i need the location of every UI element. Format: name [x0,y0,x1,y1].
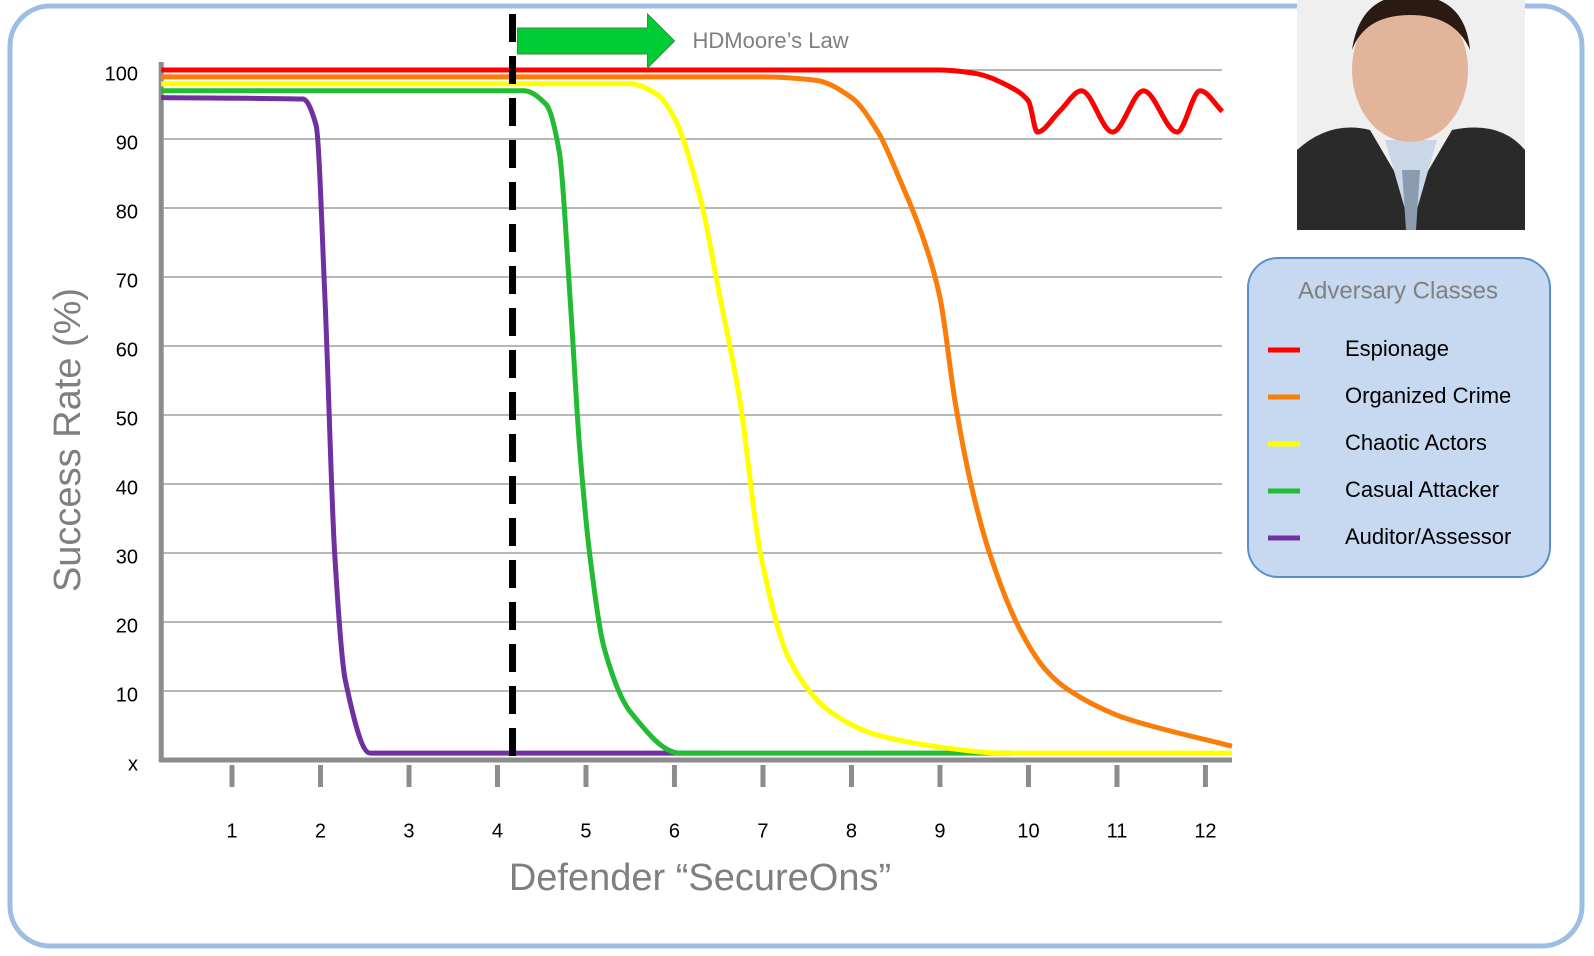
y-tick-label: 80 [116,201,138,223]
x-tick-label: 6 [669,820,680,842]
legend-label: Chaotic Actors [1345,430,1487,455]
y-tick-label: 50 [116,408,138,430]
y-axis-title: Success Rate (%) [47,288,89,592]
x-tick-label: 9 [934,820,945,842]
y-tick-label: 10 [116,684,138,706]
legend-label: Espionage [1345,336,1449,361]
x-tick-label: 2 [315,820,326,842]
y-tick-label: 40 [116,477,138,499]
x-tick-label: 12 [1194,820,1216,842]
y-tick-label: 90 [116,132,138,154]
legend-label: Organized Crime [1345,383,1511,408]
legend-label: Auditor/Assessor [1345,524,1511,549]
y-tick-label: 60 [116,339,138,361]
y-tick-label: x [128,753,138,775]
legend-title: Adversary Classes [1298,277,1498,304]
x-tick-label: 4 [492,820,503,842]
x-tick-label: 1 [226,820,237,842]
annotation-label: HDMoore’s Law [693,28,849,53]
legend-label: Casual Attacker [1345,477,1499,502]
y-tick-label: 30 [116,546,138,568]
chart: Defender “SecureOns” Success Rate (%) Ad… [0,0,1594,956]
x-tick-label: 7 [757,820,768,842]
x-tick-label: 3 [403,820,414,842]
y-tick-label: 70 [116,270,138,292]
x-tick-label: 10 [1017,820,1039,842]
y-tick-label: 20 [116,615,138,637]
photo [1297,0,1525,230]
x-axis-title: Defender “SecureOns” [509,857,891,899]
x-tick-label: 5 [580,820,591,842]
x-tick-label: 11 [1107,820,1128,842]
x-tick-label: 8 [846,820,857,842]
y-tick-label: 100 [105,63,138,85]
